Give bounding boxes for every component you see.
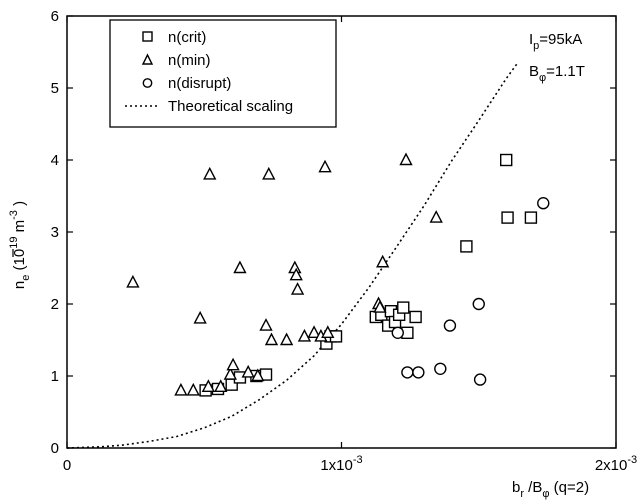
legend-label-theory: Theoretical scaling — [168, 98, 293, 115]
x-tick-label: 1x10-3 — [320, 454, 362, 474]
legend-label-disrupt: n(disrupt) — [168, 75, 231, 92]
disrupt-circle-marker — [401, 366, 414, 379]
min-triangle-marker — [289, 267, 303, 281]
data-markers — [126, 152, 550, 397]
disrupt-circle-marker — [391, 326, 404, 339]
x-axis-ticks: 0 1x10-3 2x10-3 — [63, 16, 637, 474]
min-triangle-marker — [376, 254, 390, 268]
min-triangle-marker — [203, 166, 217, 180]
crit-square-marker — [409, 310, 422, 324]
y-tick-label: 2 — [51, 296, 59, 313]
legend-triangle-marker — [141, 53, 154, 65]
bphi-annotation: Bφ=1.1T — [529, 63, 585, 84]
min-triangle-marker — [429, 210, 443, 223]
y-tick-label: 0 — [51, 440, 59, 457]
y-tick-label: 1 — [51, 368, 59, 385]
legend-label-min: n(min) — [168, 52, 211, 69]
ip-annotation: Ip=95kA — [529, 31, 582, 52]
min-triangle-marker — [373, 300, 387, 313]
min-triangle-marker — [262, 166, 276, 180]
y-tick-label: 4 — [51, 152, 59, 169]
min-triangle-marker — [174, 382, 188, 396]
legend-circle-marker — [142, 78, 153, 88]
min-triangle-marker — [279, 332, 294, 346]
min-triangle-marker — [223, 367, 237, 380]
legend-label-crit: n(crit) — [168, 29, 206, 46]
min-triangle-marker — [259, 318, 273, 331]
crit-square-marker — [500, 153, 513, 167]
min-triangle-marker — [399, 152, 413, 166]
crit-square-marker — [460, 240, 473, 253]
min-triangle-marker — [226, 357, 240, 371]
disrupt-circle-marker — [473, 373, 487, 386]
y-tick-label: 6 — [51, 8, 59, 25]
min-triangle-marker — [264, 332, 279, 346]
disrupt-circle-marker — [412, 366, 425, 379]
min-triangle-marker — [126, 274, 140, 288]
crit-square-marker — [397, 301, 410, 314]
disrupt-circle-marker — [434, 362, 447, 375]
min-triangle-marker — [186, 382, 200, 396]
disrupt-circle-marker — [472, 297, 485, 311]
x-tick-label: 0 — [63, 457, 71, 474]
min-triangle-marker — [251, 368, 265, 382]
crit-square-marker — [501, 211, 514, 224]
min-triangle-marker — [297, 328, 312, 342]
min-triangle-marker — [241, 364, 255, 378]
x-axis-label: br /Bφ (q=2) — [512, 479, 589, 500]
legend: n(crit) n(min) n(disrupt) Theoretical sc… — [109, 19, 337, 128]
disrupt-circle-marker — [443, 319, 457, 332]
disrupt-circle-marker — [537, 196, 550, 210]
y-tick-label: 3 — [51, 224, 59, 241]
x-tick-label: 2x10-3 — [595, 454, 637, 474]
y-axis-label: ne (1019 m-3 ) — [8, 201, 32, 289]
min-triangle-marker — [318, 159, 332, 173]
crit-square-marker — [524, 211, 538, 224]
min-triangle-marker — [307, 325, 321, 338]
y-tick-label: 5 — [51, 80, 59, 97]
min-triangle-marker — [233, 260, 247, 274]
min-triangle-marker — [201, 379, 216, 392]
min-triangle-marker — [290, 282, 305, 295]
y-axis-ticks: 0 1 2 3 4 5 6 — [51, 8, 616, 457]
min-triangle-marker — [321, 325, 335, 338]
legend-square-marker — [142, 31, 153, 42]
min-triangle-marker — [214, 379, 228, 392]
min-triangle-marker — [193, 310, 207, 324]
